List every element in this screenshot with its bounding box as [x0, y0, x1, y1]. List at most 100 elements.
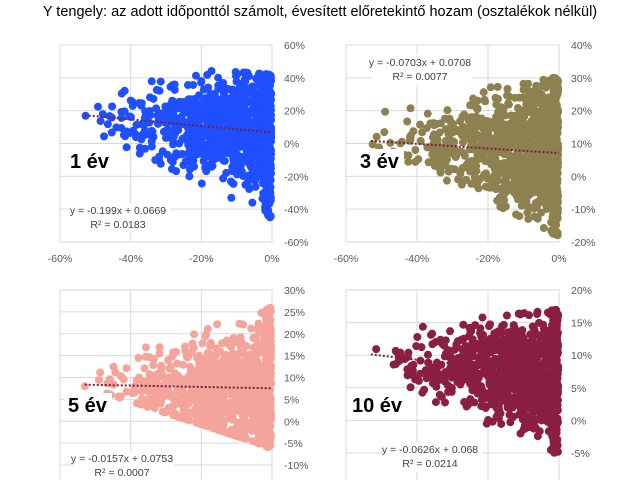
data-point	[177, 112, 186, 121]
data-point	[130, 388, 139, 397]
data-point	[459, 334, 468, 343]
data-point	[237, 370, 246, 379]
data-point	[525, 311, 534, 320]
y-tick-label: -20%	[571, 237, 596, 249]
data-point	[212, 122, 221, 131]
data-point	[529, 204, 538, 213]
chart-panel-1: 60%40%20%0%-20%-40%-60%-60% -40% -20% 0%y =…	[48, 40, 309, 265]
y-tick-label: 0%	[571, 171, 586, 183]
data-point	[537, 208, 546, 217]
data-point	[199, 388, 208, 397]
data-point	[135, 143, 144, 152]
data-point	[122, 364, 131, 373]
data-point	[145, 353, 154, 362]
data-point	[145, 398, 154, 407]
data-point	[199, 361, 208, 370]
data-point	[481, 97, 490, 106]
data-point	[427, 144, 436, 153]
data-point	[132, 120, 141, 129]
data-point	[234, 115, 243, 124]
data-point	[477, 387, 486, 396]
data-point	[131, 382, 140, 391]
data-point	[537, 157, 546, 166]
data-point	[403, 117, 412, 126]
data-point	[496, 344, 505, 353]
data-point	[469, 352, 478, 361]
data-point	[510, 176, 519, 185]
data-point	[484, 127, 493, 136]
data-point	[108, 102, 117, 111]
x-tick-label: -20%	[189, 253, 214, 265]
data-point	[549, 348, 558, 357]
r-squared-label: R² = 0.0214	[402, 458, 457, 470]
data-point	[414, 155, 423, 164]
data-point	[80, 382, 89, 391]
scatter-series	[368, 74, 562, 240]
data-point	[468, 382, 477, 391]
data-point	[197, 179, 206, 188]
data-point	[524, 214, 533, 223]
data-point	[391, 360, 400, 369]
data-point	[548, 106, 557, 115]
equation-background	[372, 55, 472, 85]
data-point	[122, 387, 131, 396]
chart-panel-2: 40%30%20%10%0%-10%-20%-60% -40% -20% 0%y = …	[334, 40, 596, 265]
data-point	[436, 335, 445, 344]
data-point	[237, 389, 246, 398]
data-point	[220, 156, 229, 165]
data-point	[462, 124, 471, 133]
data-point	[224, 136, 233, 145]
data-point	[183, 135, 192, 144]
data-point	[490, 329, 499, 338]
data-point	[217, 134, 226, 143]
data-point	[431, 398, 440, 407]
data-point	[447, 358, 456, 367]
data-point	[477, 348, 486, 357]
data-point	[147, 142, 156, 151]
data-point	[418, 388, 427, 397]
y-tick-label: 20%	[571, 106, 592, 118]
data-point	[549, 212, 558, 221]
data-point	[531, 143, 540, 152]
data-point	[493, 82, 502, 91]
data-point	[198, 101, 207, 110]
data-point	[523, 420, 532, 429]
data-point	[263, 383, 272, 392]
data-point	[208, 366, 217, 375]
data-point	[155, 349, 164, 358]
data-point	[253, 346, 262, 355]
data-point	[491, 93, 500, 102]
data-point	[184, 149, 193, 158]
data-point	[235, 319, 244, 328]
data-point	[536, 178, 545, 187]
data-point	[498, 125, 507, 134]
data-point	[416, 120, 425, 129]
data-point	[203, 70, 212, 79]
data-point	[192, 146, 201, 155]
equation-background	[70, 203, 170, 233]
data-point	[551, 447, 560, 456]
data-point	[205, 128, 214, 137]
data-point	[244, 116, 253, 125]
data-point	[421, 366, 430, 375]
data-point	[247, 131, 256, 140]
data-point	[497, 328, 506, 337]
data-point	[473, 370, 482, 379]
data-point	[173, 121, 182, 130]
data-point	[215, 416, 224, 425]
data-point	[427, 330, 436, 339]
data-point	[223, 372, 232, 381]
data-point	[436, 168, 445, 177]
data-point	[462, 131, 471, 140]
data-point	[464, 400, 473, 409]
data-point	[146, 93, 155, 102]
data-point	[368, 140, 377, 149]
scatter-series	[81, 66, 275, 222]
data-point	[205, 422, 214, 431]
data-point	[511, 400, 520, 409]
data-point	[552, 147, 561, 156]
data-point	[233, 337, 242, 346]
y-tick-label: 20%	[571, 285, 592, 297]
data-point	[120, 107, 129, 116]
